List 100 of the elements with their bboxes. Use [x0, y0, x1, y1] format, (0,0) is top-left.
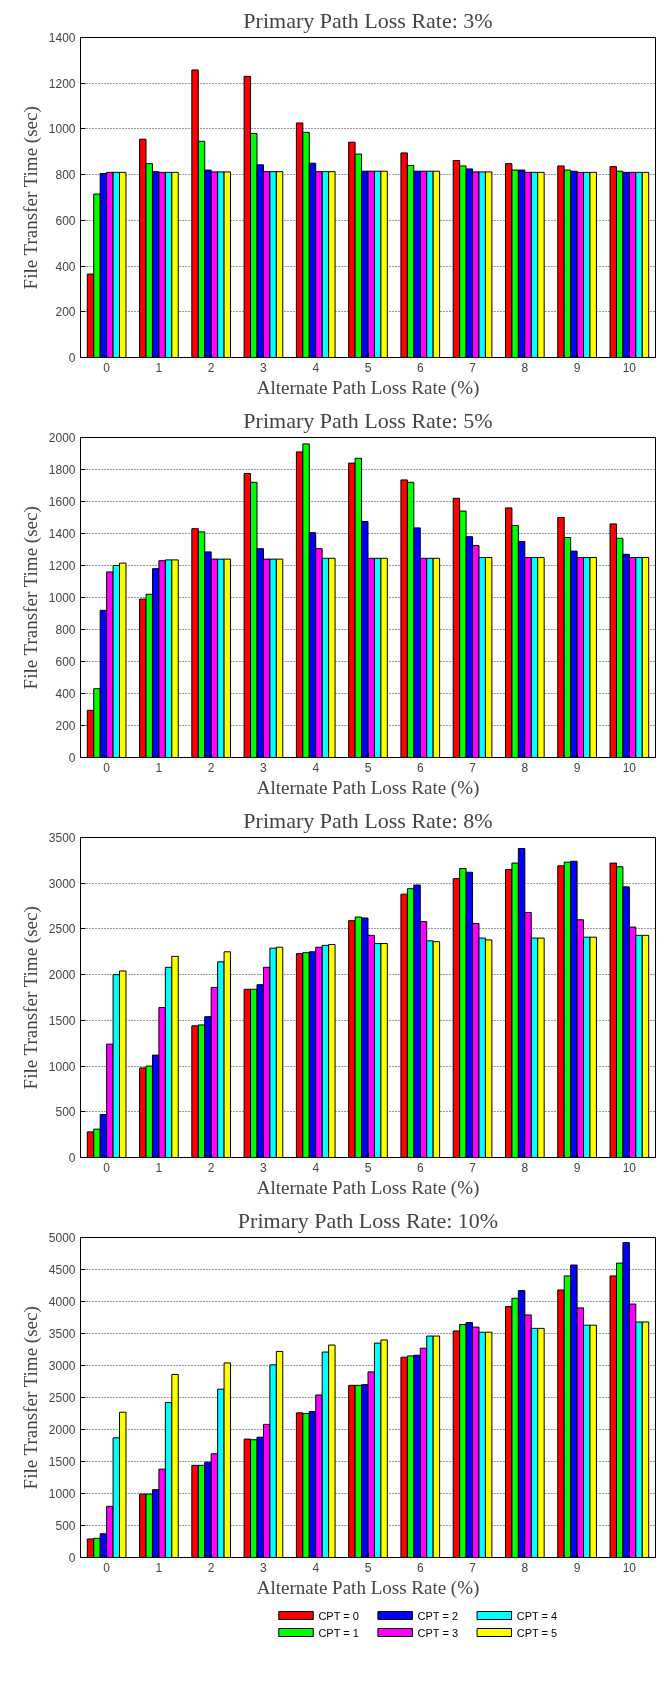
x-tick-label: 0 [103, 1560, 111, 1575]
x-tick-label: 4 [312, 360, 320, 375]
y-tick-label: 1600 [48, 495, 76, 509]
y-tick-label: 2000 [48, 968, 76, 983]
x-tick-label: 7 [469, 1560, 477, 1575]
x-tick-label: 4 [312, 760, 320, 775]
y-axis-title: File Transfer Time (sec) [19, 1306, 42, 1490]
x-tick-label: 4 [312, 1560, 320, 1575]
x-tick-label: 7 [469, 360, 477, 375]
x-tick-label: 10 [622, 760, 637, 775]
x-tick-label: 2 [207, 1160, 215, 1175]
y-tick-label: 2000 [48, 431, 76, 445]
x-tick-label: 0 [103, 1160, 111, 1175]
y-tick-label: 400 [55, 259, 76, 274]
y-tick-label: 1000 [48, 1487, 76, 1501]
y-tick-label: 1800 [48, 463, 76, 477]
chart-title: Primary Path Loss Rate: 10% [237, 1207, 499, 1233]
x-tick-label: 10 [622, 1160, 637, 1175]
legend-label: CPT = 4 [516, 1609, 558, 1622]
y-tick-label: 500 [55, 1519, 76, 1533]
y-tick-label: 0 [68, 751, 76, 765]
x-tick-label: 8 [521, 1160, 529, 1175]
y-tick-label: 0 [68, 1551, 76, 1565]
x-tick-label: 8 [521, 760, 529, 775]
x-axis-title: Alternate Path Loss Rate (%) [256, 376, 480, 399]
y-tick-label: 800 [55, 623, 76, 637]
y-tick-label: 0 [68, 1151, 76, 1165]
y-tick-label: 2500 [48, 1391, 76, 1405]
legend-label: CPT = 0 [318, 1609, 359, 1622]
y-tick-label: 1000 [48, 1059, 76, 1074]
x-tick-label: 1 [155, 1560, 163, 1575]
chart-title: Primary Path Loss Rate: 3% [243, 7, 493, 33]
x-tick-label: 1 [155, 360, 163, 375]
x-tick-label: 9 [573, 360, 581, 375]
x-tick-label: 6 [416, 360, 424, 375]
y-tick-label: 600 [55, 213, 76, 228]
x-axis-title: Alternate Path Loss Rate (%) [256, 776, 480, 799]
chart-title: Primary Path Loss Rate: 5% [243, 407, 493, 433]
x-tick-label: 6 [416, 1160, 424, 1175]
legend-label: CPT = 2 [417, 1609, 459, 1622]
y-tick-label: 800 [55, 168, 76, 183]
x-tick-label: 5 [364, 760, 372, 775]
y-tick-label: 200 [55, 305, 76, 320]
x-tick-label: 2 [207, 1560, 215, 1575]
y-tick-label: 1200 [48, 559, 76, 573]
x-tick-label: 3 [260, 360, 268, 375]
y-tick-label: 3000 [48, 876, 76, 891]
x-tick-label: 6 [416, 760, 424, 775]
legend-label: CPT = 5 [516, 1626, 558, 1639]
y-tick-label: 1200 [48, 76, 76, 91]
x-tick-label: 1 [155, 760, 163, 775]
x-tick-label: 4 [312, 1160, 320, 1175]
y-tick-label: 4000 [48, 1295, 76, 1309]
y-tick-label: 1500 [48, 1455, 76, 1469]
x-tick-label: 5 [364, 1160, 372, 1175]
y-tick-label: 0 [68, 351, 76, 365]
x-tick-label: 10 [622, 1560, 637, 1575]
y-tick-label: 4500 [48, 1263, 76, 1277]
x-tick-label: 8 [521, 360, 529, 375]
x-tick-label: 1 [155, 1160, 163, 1175]
x-tick-label: 3 [260, 760, 268, 775]
y-tick-label: 400 [55, 687, 76, 701]
x-tick-label: 0 [103, 760, 111, 775]
y-tick-label: 3000 [48, 1359, 76, 1373]
x-tick-label: 10 [622, 360, 637, 375]
x-tick-label: 9 [573, 760, 581, 775]
y-tick-label: 3500 [48, 1327, 76, 1341]
y-tick-label: 1500 [48, 1013, 76, 1028]
x-tick-label: 7 [469, 760, 477, 775]
y-tick-label: 600 [55, 655, 76, 669]
x-tick-label: 9 [573, 1160, 581, 1175]
x-tick-label: 3 [260, 1560, 268, 1575]
x-tick-label: 3 [260, 1160, 268, 1175]
x-axis-title: Alternate Path Loss Rate (%) [256, 1176, 480, 1199]
x-tick-label: 0 [103, 360, 111, 375]
x-tick-label: 2 [207, 760, 215, 775]
y-tick-label: 2000 [48, 1423, 76, 1437]
y-axis-title: File Transfer Time (sec) [19, 906, 42, 1090]
y-tick-label: 2500 [48, 922, 76, 937]
x-tick-label: 9 [573, 1560, 581, 1575]
x-axis-title: Alternate Path Loss Rate (%) [256, 1576, 480, 1599]
x-tick-label: 7 [469, 1160, 477, 1175]
legend-label: CPT = 1 [318, 1626, 359, 1639]
y-tick-label: 1000 [48, 122, 76, 137]
x-tick-label: 2 [207, 360, 215, 375]
y-tick-label: 200 [55, 719, 76, 733]
x-tick-label: 6 [416, 1560, 424, 1575]
y-axis-title: File Transfer Time (sec) [19, 506, 42, 690]
y-tick-label: 1000 [48, 591, 76, 605]
y-tick-label: 1400 [48, 527, 76, 541]
x-tick-label: 5 [364, 360, 372, 375]
y-tick-label: 3500 [48, 831, 76, 845]
chart-title: Primary Path Loss Rate: 8% [243, 807, 493, 833]
y-tick-label: 5000 [48, 1231, 76, 1245]
legend-label: CPT = 3 [417, 1626, 459, 1639]
y-axis-title: File Transfer Time (sec) [19, 106, 42, 290]
x-tick-label: 5 [364, 1560, 372, 1575]
x-tick-label: 8 [521, 1560, 529, 1575]
y-tick-label: 1400 [48, 31, 76, 45]
y-tick-label: 500 [55, 1105, 76, 1120]
